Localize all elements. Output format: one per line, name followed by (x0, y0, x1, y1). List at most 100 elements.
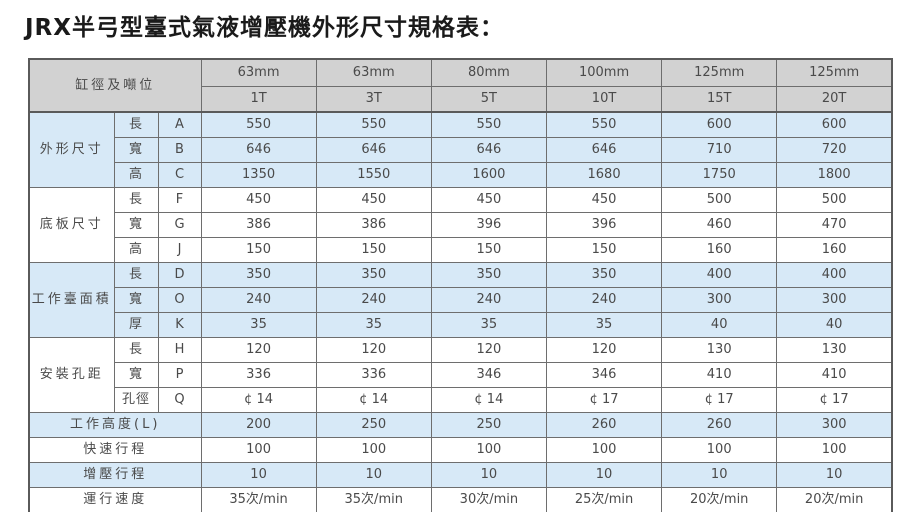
col-header-bore: 125mm (776, 58, 893, 87)
code-label: Q (157, 387, 202, 413)
value-cell: 396 (430, 212, 547, 238)
code-label: A (157, 111, 202, 138)
value-cell: 346 (545, 362, 663, 388)
value-cell: 336 (200, 362, 317, 388)
dim-label: 寬 (113, 362, 159, 388)
value-cell: 130 (661, 337, 778, 363)
dim-label: 長 (113, 262, 159, 288)
value-cell: 10 (545, 462, 663, 488)
value-cell: 410 (661, 362, 778, 388)
value-cell: 300 (661, 287, 778, 313)
value-cell: 450 (315, 187, 432, 213)
value-cell: 200 (200, 412, 317, 438)
value-cell: 10 (315, 462, 432, 488)
table-row: 運行速度 35次/min 35次/min 30次/min 25次/min 20次… (28, 487, 893, 512)
value-cell: 400 (661, 262, 778, 288)
value-cell: ¢ 14 (430, 387, 547, 413)
value-cell: 35 (315, 312, 432, 338)
value-cell: 1680 (545, 162, 663, 188)
value-cell: 40 (661, 312, 778, 338)
value-cell: 350 (200, 262, 317, 288)
value-cell: 240 (430, 287, 547, 313)
dim-label: 高 (113, 162, 159, 188)
value-cell: 35 (545, 312, 663, 338)
value-cell: 120 (430, 337, 547, 363)
value-cell: 720 (776, 137, 893, 163)
table-row: 工作臺面積 長 D 350 350 350 350 400 400 (28, 262, 893, 338)
value-cell: 500 (776, 187, 893, 213)
value-cell: 30次/min (430, 487, 547, 512)
value-cell: 100 (315, 437, 432, 463)
table-row: 寬 P 336 336 346 346 410 410 (29, 362, 893, 388)
value-cell: 450 (430, 187, 547, 213)
value-cell: 646 (430, 137, 547, 163)
row-group-label: 外形尺寸 (28, 111, 115, 188)
col-header-bore: 63mm (315, 58, 432, 87)
value-cell: 240 (200, 287, 317, 313)
dim-label: 寬 (113, 212, 159, 238)
col-header-tonnage: 5T (430, 86, 547, 113)
table-row: 高 C 1350 1550 1600 1680 1750 1800 (29, 162, 893, 188)
code-label: K (157, 312, 202, 338)
value-cell: 550 (200, 111, 317, 138)
header-row-tonnage: 1T 3T 5T 10T 15T 20T (29, 86, 893, 113)
corner-header: 缸徑及噸位 (28, 58, 202, 113)
value-cell: 35次/min (200, 487, 317, 512)
table-row: 快速行程 100 100 100 100 100 100 (28, 437, 893, 463)
col-header-tonnage: 1T (200, 86, 317, 113)
value-cell: 150 (545, 237, 663, 263)
col-header-bore: 63mm (200, 58, 317, 87)
value-cell: 240 (315, 287, 432, 313)
code-label: C (157, 162, 202, 188)
dim-label: 長 (113, 111, 159, 138)
value-cell: 1800 (776, 162, 893, 188)
dim-label: 長 (113, 187, 159, 213)
value-cell: 386 (315, 212, 432, 238)
value-cell: 25次/min (545, 487, 663, 512)
value-cell: 100 (661, 437, 778, 463)
value-cell: 1350 (200, 162, 317, 188)
table-row: 寬 B 646 646 646 646 710 720 (29, 137, 893, 163)
value-cell: ¢ 17 (776, 387, 893, 413)
value-cell: 240 (545, 287, 663, 313)
value-cell: 10 (661, 462, 778, 488)
value-cell: 346 (430, 362, 547, 388)
row-group-label: 安裝孔距 (28, 337, 115, 413)
value-cell: 160 (661, 237, 778, 263)
dim-label: 寬 (113, 137, 159, 163)
row-group-label: 工作臺面積 (28, 262, 115, 338)
value-cell: 550 (315, 111, 432, 138)
table-row: 厚 K 35 35 35 35 40 40 (29, 312, 893, 338)
footer-row-label: 工作高度(L) (28, 412, 202, 438)
value-cell: 260 (545, 412, 663, 438)
value-cell: 646 (200, 137, 317, 163)
col-header-tonnage: 10T (545, 86, 663, 113)
value-cell: 600 (776, 111, 893, 138)
value-cell: 150 (430, 237, 547, 263)
value-cell: 350 (315, 262, 432, 288)
value-cell: 150 (200, 237, 317, 263)
value-cell: 130 (776, 337, 893, 363)
value-cell: 40 (776, 312, 893, 338)
value-cell: 410 (776, 362, 893, 388)
value-cell: 500 (661, 187, 778, 213)
value-cell: 250 (430, 412, 547, 438)
value-cell: 20次/min (776, 487, 893, 512)
value-cell: 35 (200, 312, 317, 338)
value-cell: 646 (315, 137, 432, 163)
value-cell: 160 (776, 237, 893, 263)
value-cell: 35 (430, 312, 547, 338)
value-cell: 396 (545, 212, 663, 238)
value-cell: 260 (661, 412, 778, 438)
value-cell: 550 (545, 111, 663, 138)
table-row: 寬 O 240 240 240 240 300 300 (29, 287, 893, 313)
value-cell: 460 (661, 212, 778, 238)
page-title: JRX半弓型臺式氣液增壓機外形尺寸規格表： (25, 15, 505, 41)
value-cell: 470 (776, 212, 893, 238)
value-cell: 336 (315, 362, 432, 388)
dim-label: 厚 (113, 312, 159, 338)
value-cell: 120 (315, 337, 432, 363)
table-row: 孔徑 Q ¢ 14 ¢ 14 ¢ 14 ¢ 17 ¢ 17 ¢ 17 (29, 387, 893, 413)
value-cell: 300 (776, 412, 893, 438)
